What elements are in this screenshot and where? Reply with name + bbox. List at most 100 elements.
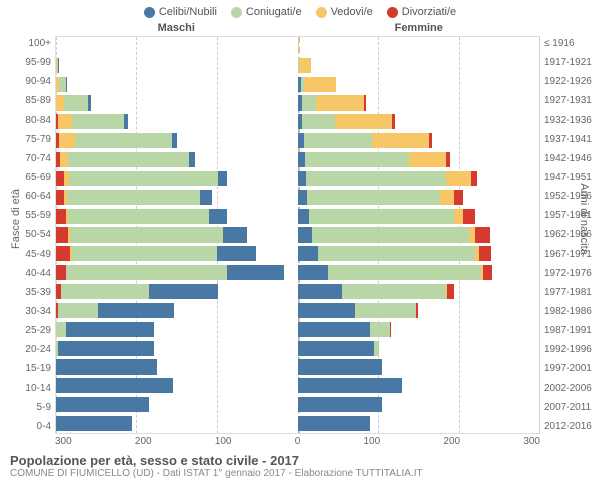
birth-tick: 1957-1961 (544, 210, 600, 221)
legend-label: Vedovi/e (331, 6, 373, 18)
birth-tick: 2007-2011 (544, 402, 600, 413)
age-tick: 50-54 (0, 229, 51, 240)
segment-widowed (316, 95, 364, 110)
segment-married (309, 209, 454, 224)
segment-divorced (416, 303, 418, 318)
segment-widowed (440, 190, 454, 205)
female-title: Femmine (298, 22, 541, 34)
female-bar (298, 397, 540, 412)
birth-tick: 1987-1991 (544, 325, 600, 336)
segment-divorced (446, 152, 451, 167)
segment-married (307, 190, 440, 205)
segment-single (298, 227, 312, 242)
segment-single (298, 246, 318, 261)
segment-single (200, 190, 212, 205)
male-bar (56, 246, 298, 261)
segment-single (298, 378, 403, 393)
segment-married (305, 152, 410, 167)
segment-widowed (446, 171, 470, 186)
legend-label: Divorziati/e (402, 6, 456, 18)
male-bar (56, 322, 298, 337)
segment-widowed (56, 95, 64, 110)
male-bar (56, 95, 298, 110)
pyramid-row (56, 226, 539, 245)
pyramid-row (56, 395, 539, 414)
segment-divorced (479, 246, 492, 261)
segment-married (370, 322, 390, 337)
pyramid-row (56, 169, 539, 188)
male-bar (56, 133, 298, 148)
segment-divorced (454, 190, 462, 205)
segment-widowed (304, 77, 336, 92)
segment-divorced (56, 227, 68, 242)
y-axis-left: 100+95-9990-9485-8980-8475-7970-7465-696… (0, 36, 55, 434)
segment-single (298, 265, 329, 280)
birth-tick: 1967-1971 (544, 249, 600, 260)
segment-married (75, 133, 172, 148)
segment-single (189, 152, 195, 167)
female-bar (298, 171, 540, 186)
legend-swatch (387, 7, 398, 18)
segment-single (298, 303, 356, 318)
male-bar (56, 265, 298, 280)
segment-divorced (56, 171, 64, 186)
grid-line (539, 37, 540, 433)
birth-tick: ≤ 1916 (544, 38, 600, 49)
male-bar (56, 284, 298, 299)
age-tick: 10-14 (0, 383, 51, 394)
segment-married (61, 284, 150, 299)
segment-widowed (60, 152, 68, 167)
birth-tick: 1992-1996 (544, 344, 600, 355)
female-bar (298, 77, 540, 92)
birth-tick: 1942-1946 (544, 153, 600, 164)
segment-married (69, 171, 218, 186)
segment-divorced (56, 265, 66, 280)
legend-swatch (316, 7, 327, 18)
pyramid-row (56, 131, 539, 150)
pyramid-plot (55, 36, 540, 434)
pyramid-row (56, 263, 539, 282)
segment-widowed (59, 133, 75, 148)
segment-divorced (447, 284, 453, 299)
legend: Celibi/NubiliConiugati/eVedovi/eDivorzia… (0, 0, 600, 22)
pyramid-row (56, 56, 539, 75)
pyramid-row (56, 301, 539, 320)
age-tick: 65-69 (0, 172, 51, 183)
female-bar (298, 378, 540, 393)
age-tick: 15-19 (0, 363, 51, 374)
segment-married (328, 265, 481, 280)
segment-married (306, 171, 447, 186)
segment-married (68, 152, 189, 167)
male-bar (56, 77, 298, 92)
female-bar (298, 322, 540, 337)
female-bar (298, 58, 540, 73)
birth-tick: 2002-2006 (544, 383, 600, 394)
male-title: Maschi (55, 22, 298, 34)
segment-single (58, 58, 59, 73)
female-bar (298, 39, 540, 54)
segment-divorced (483, 265, 493, 280)
age-tick: 90-94 (0, 76, 51, 87)
segment-married (374, 341, 379, 356)
segment-widowed (409, 152, 445, 167)
male-bar (56, 416, 298, 431)
segment-single (66, 322, 155, 337)
pyramid-row (56, 358, 539, 377)
legend-item: Celibi/Nubili (144, 6, 217, 18)
segment-divorced (390, 322, 391, 337)
segment-single (98, 303, 174, 318)
segment-single (56, 378, 173, 393)
birth-tick: 1932-1936 (544, 115, 600, 126)
birth-tick: 1977-1981 (544, 287, 600, 298)
y-axis-right: ≤ 19161917-19211922-19261927-19311932-19… (540, 36, 600, 434)
x-tick: 0 (295, 436, 301, 447)
x-tick: 200 (135, 436, 152, 447)
pyramid-row (56, 150, 539, 169)
legend-label: Celibi/Nubili (159, 6, 217, 18)
age-tick: 95-99 (0, 57, 51, 68)
pyramid-row (56, 320, 539, 339)
x-tick: 100 (215, 436, 232, 447)
pyramid-row (56, 339, 539, 358)
birth-tick: 1952-1956 (544, 191, 600, 202)
birth-tick: 1927-1931 (544, 95, 600, 106)
